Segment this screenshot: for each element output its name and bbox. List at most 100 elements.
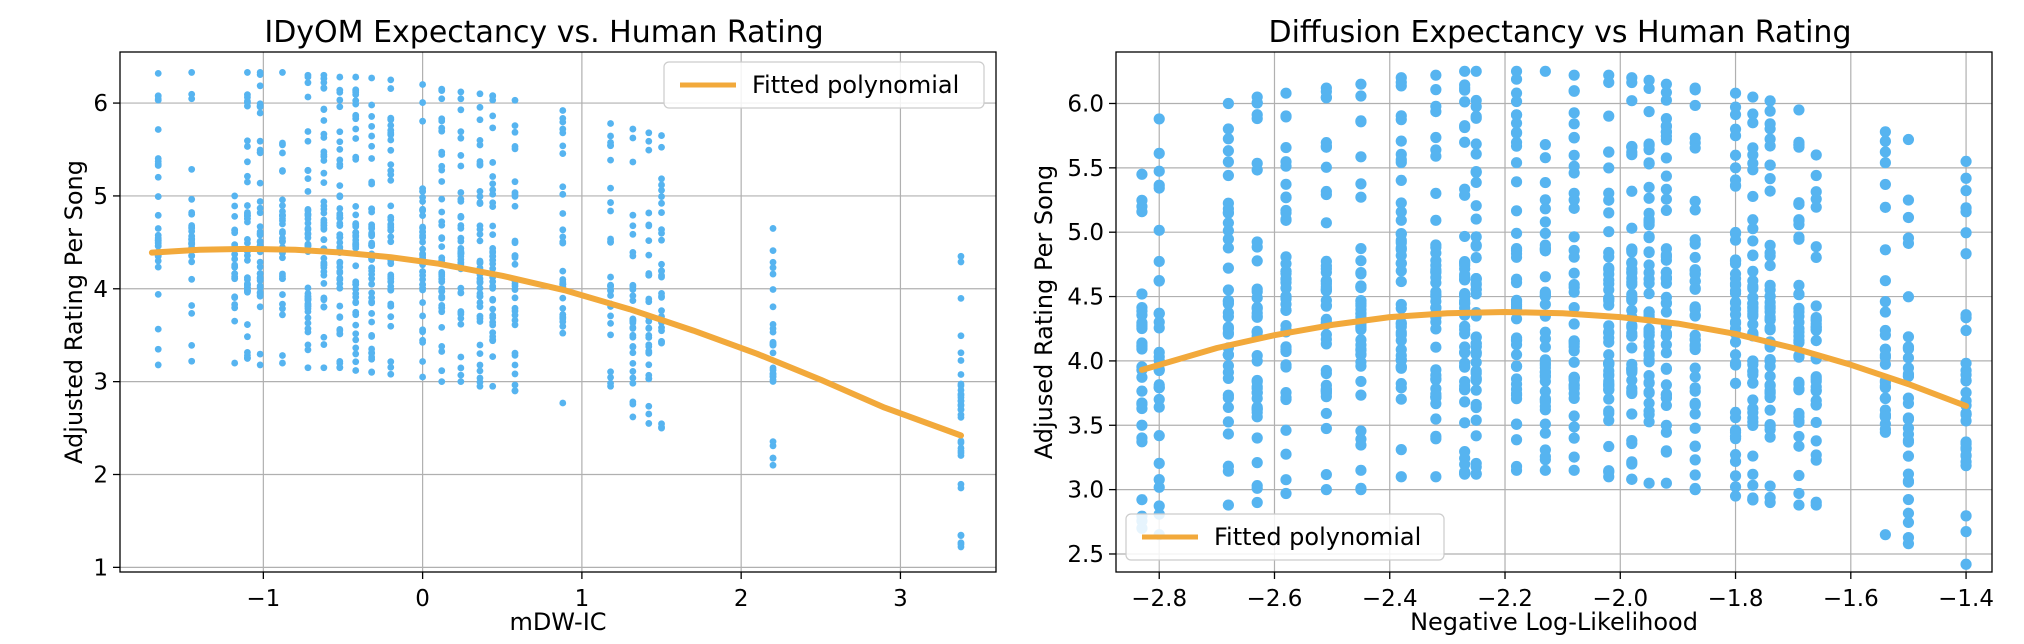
scatter-point bbox=[511, 307, 519, 315]
scatter-point bbox=[1626, 342, 1638, 354]
scatter-point bbox=[1626, 294, 1638, 306]
scatter-point bbox=[1539, 326, 1551, 338]
scatter-point bbox=[1355, 255, 1367, 267]
scatter-point bbox=[1793, 279, 1805, 291]
scatter-point bbox=[279, 300, 286, 308]
scatter-point bbox=[279, 212, 286, 220]
scatter-point bbox=[352, 229, 360, 237]
scatter-point bbox=[1510, 95, 1523, 108]
scatter-point bbox=[1810, 373, 1822, 385]
scatter-point bbox=[304, 364, 312, 372]
scatter-point bbox=[1470, 100, 1482, 113]
scatter-point bbox=[1355, 439, 1367, 451]
scatter-point bbox=[658, 143, 665, 151]
x-tick-label: 2 bbox=[734, 586, 749, 612]
x-axis-ticks: −2.8 −2.6 −2.4 −2.2 −2.0 −1.8 −1.6 −1.4 bbox=[1131, 572, 1994, 612]
legend-label: Fitted polynomial bbox=[752, 71, 959, 99]
scatter-point bbox=[957, 332, 965, 340]
scatter-point bbox=[279, 167, 286, 175]
scatter-point bbox=[1459, 96, 1471, 108]
scatter-point bbox=[1603, 251, 1615, 263]
scatter-point bbox=[352, 350, 360, 358]
scatter-point bbox=[1879, 426, 1891, 438]
scatter-point bbox=[188, 235, 196, 243]
scatter-point bbox=[1459, 328, 1471, 340]
chart-diffusion: Diffusion Expectancy vs Human Rating −2.… bbox=[1030, 15, 1994, 636]
y-tick-label: 4.5 bbox=[1067, 285, 1104, 311]
scatter-point bbox=[1603, 440, 1615, 453]
scatter-point bbox=[1222, 392, 1234, 404]
y-tick-label: 5.5 bbox=[1067, 156, 1104, 182]
scatter-point bbox=[154, 69, 162, 77]
scatter-point bbox=[1603, 332, 1615, 344]
scatter-point bbox=[1251, 387, 1263, 399]
x-tick-label: −2.0 bbox=[1592, 586, 1648, 612]
x-axis-ticks: −1 0 1 2 3 bbox=[246, 572, 908, 612]
scatter-point bbox=[304, 73, 312, 81]
scatter-point bbox=[1136, 419, 1148, 431]
scatter-point bbox=[1470, 65, 1482, 77]
scatter-point bbox=[1510, 109, 1523, 121]
scatter-point bbox=[1660, 134, 1672, 146]
scatter-point bbox=[188, 223, 196, 231]
scatter-point bbox=[1510, 418, 1523, 430]
scatter-point bbox=[1430, 131, 1442, 144]
scatter-point bbox=[1626, 319, 1638, 331]
scatter-point bbox=[1747, 275, 1759, 287]
scatter-point bbox=[1960, 460, 1972, 472]
scatter-point bbox=[1764, 480, 1776, 492]
scatter-point bbox=[387, 85, 395, 92]
scatter-point bbox=[244, 137, 251, 145]
scatter-point bbox=[1747, 450, 1759, 462]
scatter-point bbox=[1136, 305, 1148, 317]
scatter-point bbox=[769, 373, 777, 381]
scatter-point bbox=[304, 167, 312, 175]
scatter-point bbox=[1810, 241, 1822, 253]
scatter-point bbox=[629, 211, 637, 219]
scatter-point bbox=[256, 198, 264, 205]
scatter-point bbox=[1153, 346, 1165, 358]
scatter-point bbox=[304, 341, 312, 349]
scatter-point bbox=[1320, 364, 1332, 377]
scatter-point bbox=[607, 238, 614, 246]
scatter-point bbox=[658, 260, 665, 268]
scatter-point bbox=[1430, 187, 1442, 199]
scatter-point bbox=[1280, 178, 1292, 190]
scatter-point bbox=[629, 379, 637, 387]
scatter-point bbox=[1879, 201, 1891, 213]
scatter-point bbox=[476, 284, 484, 292]
scatter-point bbox=[658, 186, 665, 194]
scatter-point bbox=[1280, 141, 1292, 154]
scatter-point bbox=[1355, 281, 1367, 293]
scatter-point bbox=[1793, 288, 1805, 300]
scatter-point bbox=[1539, 176, 1551, 189]
scatter-point bbox=[320, 294, 328, 302]
scatter-point bbox=[489, 173, 497, 180]
scatter-point bbox=[1510, 227, 1523, 239]
scatter-point bbox=[438, 272, 446, 280]
scatter-point bbox=[457, 128, 465, 136]
scatter-point bbox=[1568, 231, 1580, 243]
scatter-point bbox=[1459, 289, 1471, 301]
scatter-point bbox=[489, 321, 497, 329]
scatter-point bbox=[489, 248, 497, 255]
scatter-point bbox=[1747, 249, 1759, 261]
scatter-point bbox=[1729, 449, 1742, 461]
y-tick-label: 2.5 bbox=[1067, 542, 1104, 568]
scatter-point bbox=[1280, 111, 1292, 123]
scatter-point bbox=[1568, 372, 1580, 384]
scatter-point bbox=[957, 258, 965, 266]
scatter-point bbox=[438, 301, 446, 309]
scatter-point bbox=[1222, 284, 1234, 296]
scatter-point bbox=[352, 125, 360, 133]
scatter-point bbox=[1643, 386, 1655, 398]
scatter-point bbox=[1251, 97, 1263, 109]
scatter-point bbox=[1626, 358, 1638, 370]
scatter-point bbox=[559, 318, 567, 326]
scatter-point bbox=[336, 234, 344, 242]
scatter-point bbox=[1689, 204, 1701, 216]
scatter-point bbox=[231, 294, 239, 302]
scatter-point bbox=[352, 86, 360, 94]
scatter-point bbox=[1810, 313, 1822, 325]
scatter-point bbox=[1222, 460, 1234, 472]
